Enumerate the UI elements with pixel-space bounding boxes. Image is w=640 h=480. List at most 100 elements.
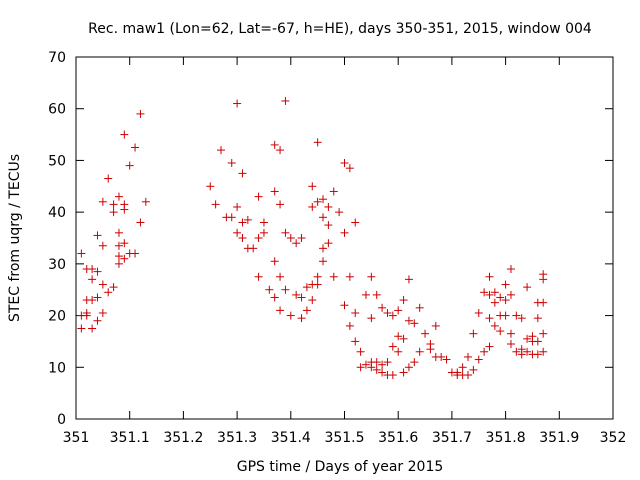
data-point — [308, 296, 317, 305]
data-point — [131, 249, 140, 258]
data-point — [340, 228, 349, 237]
data-point — [286, 311, 295, 320]
data-point — [302, 306, 311, 315]
data-point — [93, 293, 102, 302]
data-point — [388, 311, 397, 320]
data-point — [276, 306, 285, 315]
data-point — [388, 371, 397, 380]
data-point — [77, 249, 86, 258]
data-point — [496, 327, 505, 336]
data-point — [394, 347, 403, 356]
data-point — [313, 272, 322, 281]
data-point — [270, 140, 279, 149]
data-point — [426, 345, 435, 354]
data-point — [114, 252, 123, 261]
data-point — [308, 182, 317, 191]
x-tick-label: 351.4 — [271, 430, 311, 446]
data-point — [394, 306, 403, 315]
data-point — [114, 241, 123, 250]
data-point — [324, 239, 333, 248]
x-tick-label: 351.8 — [486, 430, 526, 446]
data-point — [356, 347, 365, 356]
data-point — [345, 321, 354, 330]
y-tick-label: 20 — [48, 309, 66, 325]
data-point — [474, 308, 483, 317]
data-point — [506, 329, 515, 338]
data-point — [485, 290, 494, 299]
data-point — [437, 352, 446, 361]
data-point — [249, 244, 258, 253]
data-point — [109, 208, 118, 217]
data-point — [351, 308, 360, 317]
data-point — [88, 265, 97, 274]
data-point — [93, 267, 102, 276]
data-point — [93, 316, 102, 325]
data-point — [490, 321, 499, 330]
data-point — [512, 311, 521, 320]
data-point — [227, 213, 236, 222]
y-tick-label: 70 — [48, 50, 66, 66]
y-tick-label: 40 — [48, 205, 66, 221]
data-point — [399, 296, 408, 305]
data-point — [254, 192, 263, 201]
data-point — [485, 314, 494, 323]
data-point — [378, 360, 387, 369]
data-point — [388, 342, 397, 351]
data-point — [464, 352, 473, 361]
data-point — [114, 228, 123, 237]
data-point — [120, 205, 129, 214]
data-point — [297, 293, 306, 302]
data-point — [276, 200, 285, 209]
data-point — [490, 298, 499, 307]
data-point — [265, 285, 274, 294]
data-point — [259, 228, 268, 237]
data-point — [372, 290, 381, 299]
data-point — [324, 202, 333, 211]
plot-border — [75, 56, 614, 420]
data-point — [109, 200, 118, 209]
data-point — [329, 272, 338, 281]
y-tick-label: 60 — [48, 102, 66, 118]
data-point — [345, 164, 354, 173]
chart-title: Rec. maw1 (Lon=62, Lat=-67, h=HE), days … — [88, 21, 592, 37]
x-tick-label: 351.6 — [378, 430, 418, 446]
data-point — [367, 314, 376, 323]
data-point — [415, 347, 424, 356]
data-point — [281, 228, 290, 237]
data-point — [410, 319, 419, 328]
y-tick-label: 0 — [57, 412, 66, 428]
data-point — [335, 208, 344, 217]
data-point — [506, 265, 515, 274]
data-point — [238, 169, 247, 178]
data-point — [469, 329, 478, 338]
data-point — [421, 329, 430, 338]
data-point — [276, 146, 285, 155]
data-point — [98, 197, 107, 206]
data-point — [480, 347, 489, 356]
data-point — [292, 239, 301, 248]
data-point — [506, 290, 515, 299]
data-point — [517, 350, 526, 359]
y-tick-label: 10 — [48, 360, 66, 376]
data-point — [319, 244, 328, 253]
data-point — [292, 290, 301, 299]
data-point — [120, 130, 129, 139]
data-point — [88, 324, 97, 333]
y-tick-label: 50 — [48, 153, 66, 169]
data-point — [206, 182, 215, 191]
data-point — [227, 159, 236, 168]
data-points — [77, 96, 548, 380]
data-point — [372, 358, 381, 367]
data-point — [120, 239, 129, 248]
data-point — [88, 296, 97, 305]
x-tick-label: 351.3 — [217, 430, 257, 446]
data-point — [404, 316, 413, 325]
data-point — [313, 138, 322, 147]
data-point — [211, 200, 220, 209]
data-point — [276, 272, 285, 281]
x-tick-label: 351.2 — [163, 430, 203, 446]
data-point — [496, 293, 505, 302]
data-point — [313, 197, 322, 206]
data-point — [319, 195, 328, 204]
data-point — [490, 288, 499, 297]
